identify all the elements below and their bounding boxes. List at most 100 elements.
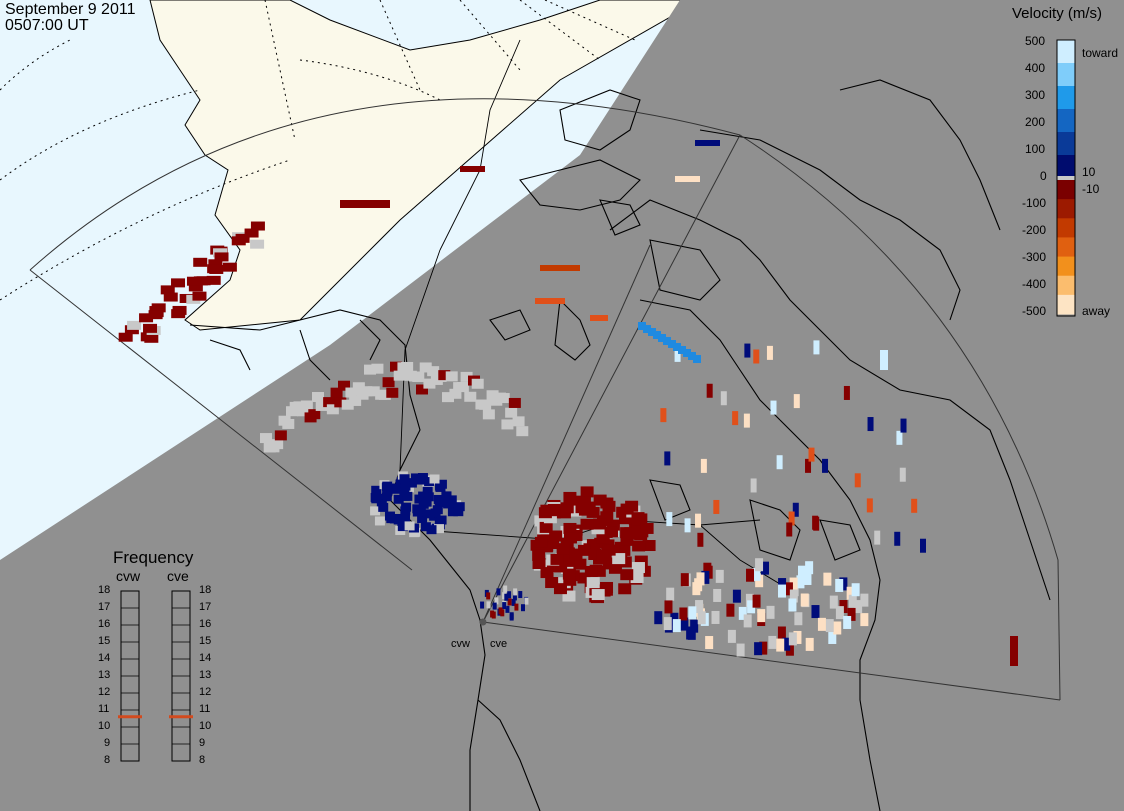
scatter-cell: [208, 259, 223, 269]
scatter-cell: [811, 605, 820, 619]
scatter-cell: [308, 409, 321, 420]
scatter-cell: [817, 617, 826, 631]
scatter-cell: [144, 333, 159, 343]
scatter-cell: [693, 355, 701, 363]
scatter-cell: [516, 426, 529, 437]
scatter-cell: [711, 610, 720, 624]
freq-tick-label-left: 18: [98, 584, 111, 596]
scatter-cell: [700, 458, 707, 473]
scatter-cell: [592, 565, 606, 577]
scatter-cell: [139, 313, 154, 323]
scatter-cell: [793, 394, 800, 409]
scatter-cell: [911, 498, 918, 513]
scatter-cell: [192, 291, 207, 301]
colorbar-swatch: [1057, 132, 1075, 156]
scatter-cell: [496, 588, 501, 596]
scatter-cell: [620, 534, 634, 546]
scatter-cell: [393, 494, 404, 504]
velocity-colorbar: [1056, 39, 1076, 317]
scatter-cell: [274, 430, 287, 441]
scatter-cell: [591, 589, 605, 601]
scatter-cell: [338, 380, 350, 391]
scatter-cell: [460, 371, 473, 382]
scatter-cell: [163, 292, 178, 302]
scatter-cell: [588, 548, 602, 560]
scatter-cell: [549, 530, 563, 542]
scatter-cell: [300, 400, 313, 411]
scatter-cell: [604, 526, 618, 538]
scatter-cell: [596, 549, 610, 561]
scatter-cell: [727, 629, 736, 643]
scatter-cell: [402, 491, 413, 501]
scatter-cell: [569, 548, 583, 560]
scatter-cell: [282, 418, 295, 429]
date-label: September 9 2011: [5, 1, 136, 18]
scatter-cell: [770, 400, 777, 415]
scatter-cell: [371, 485, 382, 495]
scatter-cell: [244, 228, 259, 238]
scatter-cell: [471, 378, 484, 389]
scatter-cell: [634, 529, 648, 541]
scatter-cell: [401, 361, 414, 372]
scatter-cell: [580, 486, 594, 498]
scatter-cell: [746, 568, 755, 582]
freq-tick-label-right: 15: [199, 635, 212, 647]
scatter-cell: [148, 310, 163, 320]
scatter-cell: [554, 561, 568, 573]
scatter-cell: [866, 498, 873, 513]
colorbar-zero-band: [1057, 176, 1075, 180]
scatter-cell: [694, 578, 703, 592]
scatter-cell: [632, 540, 646, 552]
scatter-cell: [794, 612, 803, 626]
vel-tick-500: 500: [1025, 34, 1046, 48]
scatter-cell: [673, 343, 681, 351]
scatter-cell: [416, 384, 428, 395]
scatter-cell: [514, 603, 519, 611]
scatter-layer: [118, 140, 1018, 666]
freq-tick-label-right: 13: [199, 669, 212, 681]
scatter-cell: [206, 275, 221, 285]
scatter-cell: [590, 315, 608, 321]
scatter-cell: [697, 611, 706, 625]
scatter-cell: [214, 252, 229, 262]
vel-tick-neg100: -100: [1022, 196, 1047, 210]
scatter-cell: [608, 562, 622, 574]
scatter-cell: [438, 370, 451, 381]
scatter-cell: [688, 352, 696, 360]
freq-tick-label-left: 9: [104, 737, 111, 749]
scatter-cell: [424, 477, 435, 487]
vel-tick-neg10: -10: [1082, 182, 1100, 196]
scatter-cell: [326, 404, 339, 415]
scatter-cell: [683, 349, 691, 357]
frequency-title: Frequency: [113, 548, 194, 567]
scatter-cell: [854, 600, 863, 614]
scatter-cell: [412, 371, 425, 382]
scatter-cell: [776, 638, 785, 652]
scatter-cell: [297, 406, 310, 417]
freq-tick-label-right: 16: [199, 618, 212, 630]
scatter-cell: [713, 499, 720, 514]
scatter-cell: [789, 589, 798, 603]
vel-tick-0: 0: [1040, 169, 1047, 183]
scatter-cell: [562, 568, 576, 580]
scatter-cell: [778, 578, 787, 592]
vel-tick-200: 200: [1025, 115, 1046, 129]
scatter-cell: [532, 549, 546, 561]
scatter-cell: [919, 538, 926, 553]
scatter-cell: [393, 370, 406, 381]
scatter-cell: [593, 518, 607, 530]
velocity-title: Velocity (m/s): [1012, 5, 1103, 22]
scatter-cell: [701, 570, 710, 584]
scatter-cell: [703, 562, 712, 576]
scatter-cell: [805, 637, 814, 651]
frequency-legend: [118, 590, 193, 762]
scatter-cell: [715, 569, 724, 583]
scatter-cell: [599, 584, 613, 596]
freq-col-cvw: cvw: [116, 568, 141, 584]
scatter-cell: [434, 497, 445, 507]
scatter-cell: [835, 578, 844, 592]
freq-tick-label-right: 14: [199, 652, 212, 664]
scatter-cell: [602, 544, 616, 556]
scatter-cell: [482, 409, 495, 420]
scatter-cell: [690, 619, 699, 633]
